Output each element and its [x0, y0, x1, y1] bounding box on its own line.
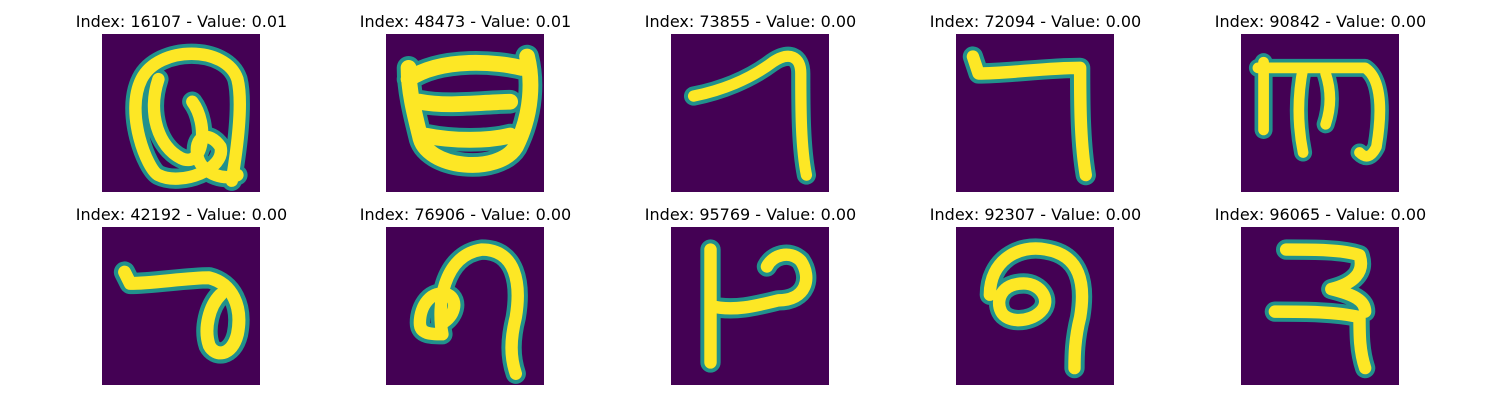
panel-title: Index: 76906 - Value: 0.00 — [359, 205, 572, 224]
hook-7-glyph — [683, 46, 817, 185]
panel-8: Index: 95769 - Value: 0.00 — [608, 205, 893, 395]
curl-9-glyph — [979, 238, 1093, 379]
panel-3: Index: 73855 - Value: 0.00 — [608, 12, 893, 202]
bowl-glyph — [396, 44, 543, 177]
digit-image — [671, 34, 829, 192]
panel-title: Index: 90842 - Value: 0.00 — [1214, 12, 1427, 31]
panel-5: Index: 90842 - Value: 0.00 — [1178, 12, 1463, 202]
panel-2: Index: 48473 - Value: 0.01 — [323, 12, 608, 202]
panel-1: Index: 16107 - Value: 0.01 — [39, 12, 324, 202]
panel-title: Index: 92307 - Value: 0.00 — [929, 205, 1142, 224]
loop-a-glyph — [125, 43, 250, 191]
h-loop-glyph — [700, 239, 817, 373]
digit-image — [386, 34, 544, 192]
digit-image — [1241, 227, 1399, 385]
digit-image — [956, 34, 1114, 192]
digit-image — [102, 34, 260, 192]
m-glyph — [1248, 53, 1389, 166]
bar-loop-glyph — [113, 261, 250, 364]
panel-10: Index: 96065 - Value: 0.00 — [1178, 205, 1463, 395]
panel-title: Index: 48473 - Value: 0.01 — [359, 12, 572, 31]
panel-title: Index: 96065 - Value: 0.00 — [1214, 205, 1427, 224]
panel-title: Index: 42192 - Value: 0.00 — [75, 205, 288, 224]
digit-image — [386, 227, 544, 385]
digit-image — [956, 227, 1114, 385]
panel-title: Index: 95769 - Value: 0.00 — [644, 205, 857, 224]
panel-title: Index: 16107 - Value: 0.01 — [75, 12, 288, 31]
r-hook-glyph — [1264, 239, 1376, 379]
curl-glyph — [409, 239, 528, 384]
panel-7: Index: 76906 - Value: 0.00 — [323, 205, 608, 395]
panel-9: Index: 92307 - Value: 0.00 — [893, 205, 1178, 395]
digit-image — [102, 227, 260, 385]
panel-6: Index: 42192 - Value: 0.00 — [39, 205, 324, 395]
panel-4: Index: 72094 - Value: 0.00 — [893, 12, 1178, 202]
panel-title: Index: 73855 - Value: 0.00 — [644, 12, 857, 31]
angle-7-glyph — [962, 46, 1096, 186]
digit-image — [1241, 34, 1399, 192]
digit-image — [671, 227, 829, 385]
panel-title: Index: 72094 - Value: 0.00 — [929, 12, 1142, 31]
